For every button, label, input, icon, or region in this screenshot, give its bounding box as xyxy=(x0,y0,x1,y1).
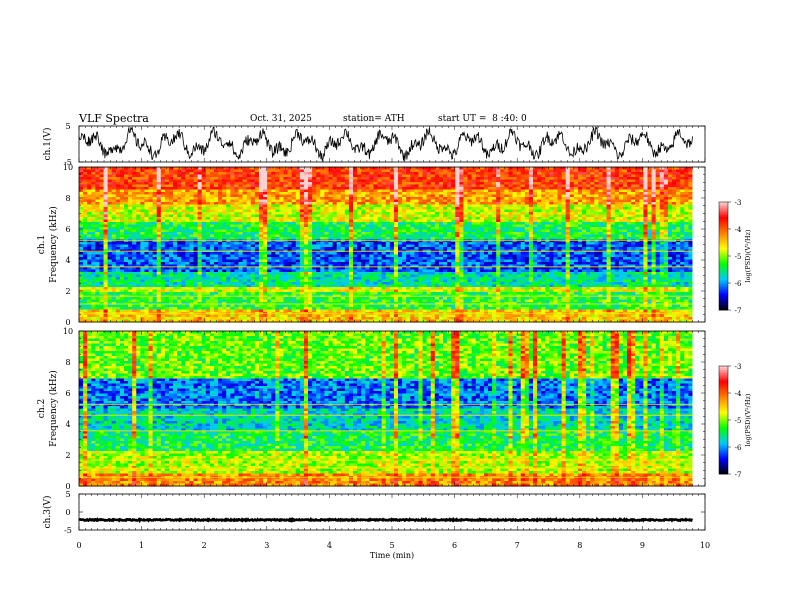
ch1-waveform-trace xyxy=(79,127,693,160)
freq-tick-label: 10 xyxy=(63,327,73,336)
colorbar-tick-label: -4 xyxy=(735,226,742,234)
y-tick-label: 5 xyxy=(65,490,70,499)
y-tick-label: 0 xyxy=(65,508,70,517)
colorbar-label: log(PSD)(V²/Hz) xyxy=(744,229,752,282)
y-tick-label: 5 xyxy=(65,122,70,131)
x-tick-label: 8 xyxy=(577,541,582,550)
x-axis-label: Time (min) xyxy=(370,551,414,560)
colorbar-tick-label: -6 xyxy=(735,280,742,288)
ch1-freq-axis-label: Frequency (kHz) xyxy=(48,206,59,283)
x-tick-label: 0 xyxy=(76,541,81,550)
freq-tick-label: 8 xyxy=(65,358,70,367)
freq-tick-label: 8 xyxy=(65,194,70,203)
colorbar-tick-label: -6 xyxy=(735,444,742,452)
x-tick-label: 5 xyxy=(389,541,394,550)
ch2-freq-axis-label: Frequency (kHz) xyxy=(48,370,59,447)
x-tick-label: 6 xyxy=(452,541,457,550)
ch1-spec-channel-label: ch.1 xyxy=(37,235,47,254)
colorbar-label: log(PSD)(V²/Hz) xyxy=(744,393,752,446)
colorbar-tick-label: -4 xyxy=(735,390,742,398)
x-tick-label: 7 xyxy=(515,541,520,550)
colorbar-tick-label: -3 xyxy=(735,199,742,207)
colorbar-tick-label: -7 xyxy=(735,307,742,315)
freq-tick-label: 0 xyxy=(65,318,70,327)
colorbar-tick-label: -7 xyxy=(735,471,742,479)
colorbar-tick-label: -5 xyxy=(735,417,742,425)
x-tick-label: 10 xyxy=(700,541,710,550)
x-tick-label: 4 xyxy=(327,541,332,550)
x-tick-label: 2 xyxy=(202,541,207,550)
freq-tick-label: 4 xyxy=(65,256,70,265)
freq-tick-label: 6 xyxy=(65,389,70,398)
x-tick-label: 9 xyxy=(640,541,645,550)
x-tick-label: 1 xyxy=(139,541,144,550)
freq-tick-label: 2 xyxy=(65,287,70,296)
ch3-waveform-trace xyxy=(79,519,693,520)
colorbar-tick-label: -3 xyxy=(735,363,742,371)
freq-tick-label: 6 xyxy=(65,225,70,234)
freq-tick-label: 4 xyxy=(65,420,70,429)
ch2-spectrogram xyxy=(79,331,705,487)
y-tick-label: -5 xyxy=(64,526,72,535)
x-tick-label: 3 xyxy=(264,541,269,550)
ch1-spectrogram xyxy=(79,167,705,323)
ch3-waveform-frame xyxy=(79,494,705,530)
colorbar-tick-label: -5 xyxy=(735,253,742,261)
ch1-waveform-frame xyxy=(79,126,705,162)
freq-tick-label: 2 xyxy=(65,451,70,460)
ch3-ylabel: ch.3(V) xyxy=(42,496,53,529)
freq-tick-label: 0 xyxy=(65,482,70,491)
ch2-spec-channel-label: ch.2 xyxy=(37,399,47,418)
ch1-ylabel: ch.1(V) xyxy=(42,128,53,161)
freq-tick-label: 10 xyxy=(63,163,73,172)
